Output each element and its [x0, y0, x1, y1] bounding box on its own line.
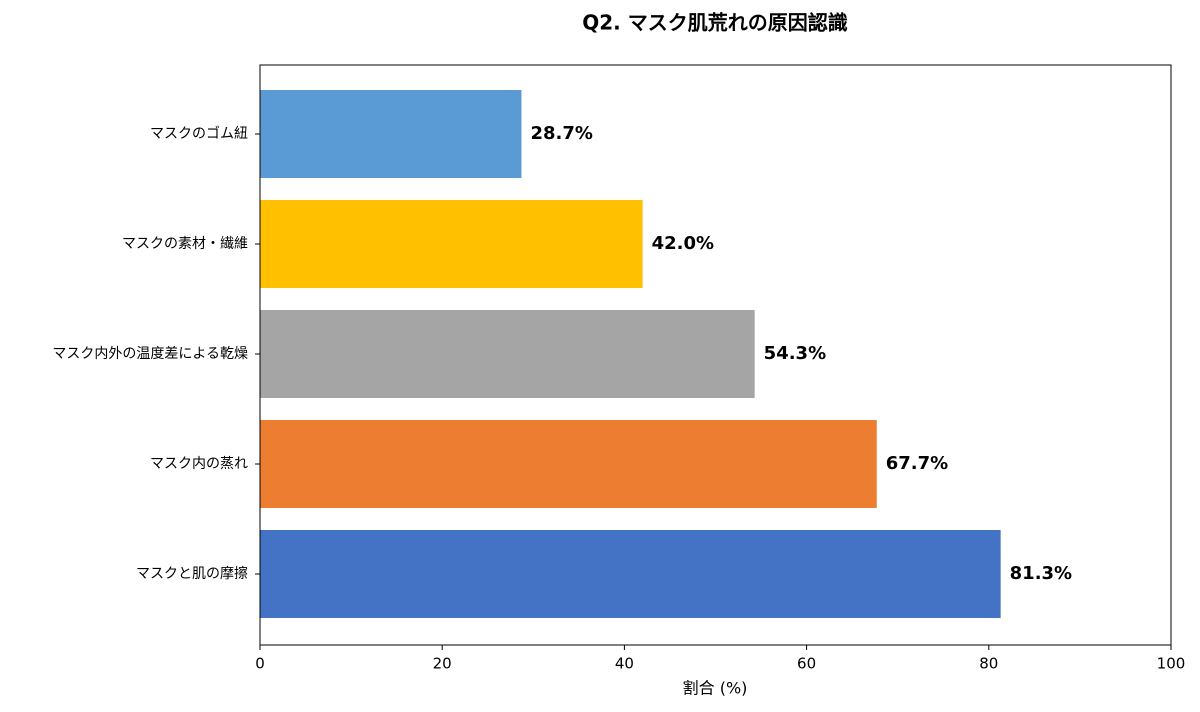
- y-tick-label: マスクのゴム紐: [150, 125, 248, 142]
- value-label: 28.7%: [530, 123, 592, 144]
- x-tick-label: 0: [255, 655, 265, 673]
- x-tick-label: 20: [433, 655, 452, 673]
- bar: [260, 90, 522, 178]
- x-tick-label: 100: [1157, 655, 1186, 673]
- chart-title: Q2. マスク肌荒れの原因認識: [582, 11, 847, 35]
- x-tick-label: 80: [979, 655, 998, 673]
- value-label: 81.3%: [1010, 563, 1072, 584]
- plot-frame: [259, 64, 1172, 646]
- value-label: 54.3%: [764, 343, 826, 364]
- bar: [260, 530, 1001, 618]
- value-label: 67.7%: [886, 453, 948, 474]
- bar: [260, 310, 755, 398]
- x-tick-label: 60: [797, 655, 816, 673]
- y-tick-label: マスクと肌の摩擦: [136, 565, 248, 582]
- y-tick-label: マスクの素材・繊維: [122, 236, 248, 252]
- x-tick-label: 40: [615, 655, 634, 673]
- bar: [260, 200, 643, 288]
- value-label: 42.0%: [652, 233, 714, 254]
- y-tick-label: マスク内の蒸れ: [150, 456, 248, 472]
- y-tick-label: マスク内外の温度差による乾燥: [52, 346, 248, 362]
- x-axis-label: 割合 (%): [683, 679, 748, 698]
- bar: [260, 420, 877, 508]
